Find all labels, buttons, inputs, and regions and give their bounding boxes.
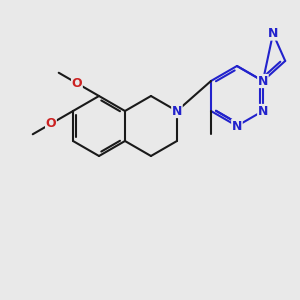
Text: N: N	[172, 104, 182, 118]
Text: N: N	[258, 104, 268, 118]
Text: N: N	[258, 74, 268, 88]
Text: O: O	[46, 117, 56, 130]
Text: N: N	[232, 119, 242, 133]
Text: N: N	[268, 27, 278, 40]
Text: O: O	[72, 77, 82, 90]
